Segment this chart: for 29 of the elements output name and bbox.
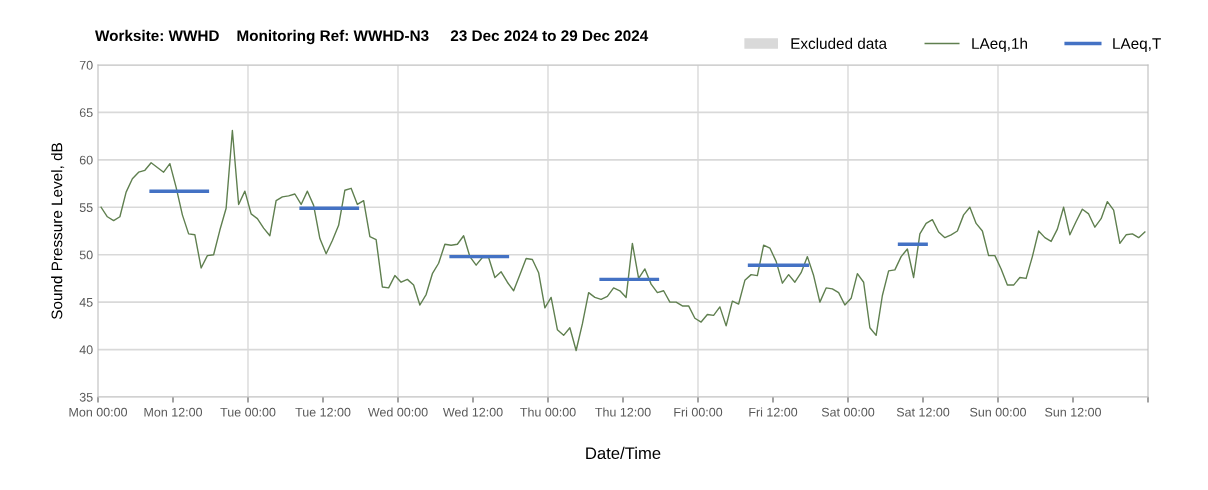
y-tick-label: 60 (79, 155, 93, 165)
y-tick-label: 45 (79, 298, 93, 307)
x-tick-label: Tue 00:00 (220, 407, 276, 417)
x-tick-label: Tue 12:00 (295, 407, 351, 417)
chart-title: Worksite: WWHD Monitoring Ref: WWHD-N3 23 Dec 2024 to 29 Dec 2024 (95, 29, 649, 45)
x-tick-label: Mon 00:00 (69, 407, 128, 417)
y-tick-label: 50 (79, 250, 93, 260)
line-series (100, 129, 1146, 352)
x-tick-label: Wed 12:00 (442, 407, 503, 417)
x-tick-label: Fri 00:00 (674, 407, 723, 417)
y-tick-label: 40 (79, 345, 93, 355)
legend-label: LAeq,T (1113, 38, 1161, 52)
x-tick-label: Sun 00:00 (970, 407, 1027, 417)
y-axis-title: Sound Pressure Level, dB (51, 143, 65, 320)
x-tick-label: Wed 00:00 (367, 407, 428, 417)
y-tick-label: 35 (79, 392, 93, 402)
x-axis-title: Date/Time (586, 446, 661, 460)
x-tick-label: Fri 12:00 (749, 407, 798, 417)
y-tick-label: 70 (79, 60, 93, 70)
x-tick-label: Sat 00:00 (821, 407, 875, 417)
x-tick-label: Sun 12:00 (1045, 407, 1102, 417)
x-tick-label: Thu 00:00 (520, 407, 576, 417)
legend-label: Excluded data (791, 37, 888, 49)
y-tick-label: 55 (79, 203, 93, 212)
y-tick-label: 65 (79, 108, 93, 118)
x-tick-label: Mon 12:00 (144, 407, 203, 417)
x-tick-label: Sat 12:00 (896, 407, 950, 417)
legend-label: LAeq,1h (972, 37, 1027, 52)
x-tick-label: Thu 12:00 (595, 407, 651, 417)
